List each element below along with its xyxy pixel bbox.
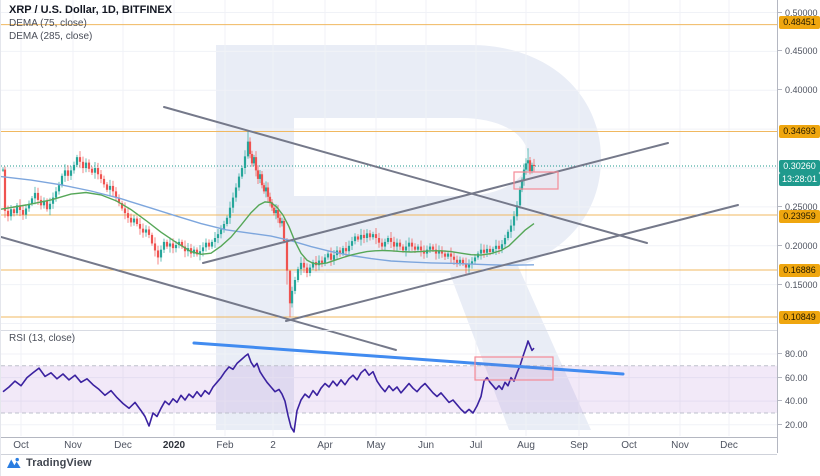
price-scale[interactable]: 0.50000 0.45000 0.40000 0.25000 0.20000 0.150… bbox=[777, 0, 820, 453]
trendline-drawing[interactable] bbox=[163, 106, 648, 244]
indicator-legend-dema285[interactable]: DEMA (285, close) bbox=[9, 31, 93, 42]
dema285-line[interactable] bbox=[1, 175, 535, 266]
dema75-line[interactable] bbox=[1, 191, 535, 265]
scale-label: 0.50000 bbox=[778, 8, 820, 18]
chart-legend: XRP / U.S. Dollar, 1D, BITFINEX DEMA (75… bbox=[9, 3, 172, 43]
scale-label: 40.00 bbox=[778, 396, 820, 406]
time-label: Dec bbox=[114, 440, 132, 451]
rsi-trendline-drawing[interactable] bbox=[192, 341, 625, 376]
watermark-letter bbox=[216, 45, 601, 430]
time-label: 2020 bbox=[162, 440, 186, 451]
time-label: Oct bbox=[621, 440, 637, 451]
time-label: Aug bbox=[517, 440, 535, 451]
price-level-badge: 0.34693 bbox=[779, 124, 820, 138]
rsi-line[interactable] bbox=[2, 340, 535, 433]
price-level-badge: 0.48451 bbox=[779, 15, 820, 29]
time-label: Oct bbox=[13, 440, 29, 451]
rsi-band bbox=[1, 365, 777, 414]
scale-label: 0.25000 bbox=[778, 202, 820, 212]
indicator-legend-rsi[interactable]: RSI (13, close) bbox=[9, 333, 76, 344]
tradingview-brand-text: TradingView bbox=[26, 457, 92, 469]
trendline-drawing[interactable] bbox=[285, 204, 739, 322]
time-label: Dec bbox=[720, 440, 738, 451]
scale-label: 60.00 bbox=[778, 373, 820, 383]
symbol-title[interactable]: XRP / U.S. Dollar, 1D, BITFINEX bbox=[9, 4, 173, 16]
time-label: Nov bbox=[64, 440, 82, 451]
scale-label: 0.40000 bbox=[778, 85, 820, 95]
scale-label: 0.15000 bbox=[778, 280, 820, 290]
price-level-badge: 0.23959 bbox=[779, 209, 820, 223]
candlestick-series[interactable] bbox=[1, 131, 536, 318]
time-label: Jul bbox=[469, 440, 483, 451]
tradingview-attribution[interactable]: TradingView bbox=[6, 457, 92, 469]
time-label: Nov bbox=[671, 440, 689, 451]
time-label: Sep bbox=[570, 440, 588, 451]
scale-label: 80.00 bbox=[778, 349, 820, 359]
highlight-rectangle-drawing[interactable] bbox=[513, 171, 559, 190]
scale-label: 0.45000 bbox=[778, 46, 820, 56]
current-price-badge: 0.30260 bbox=[779, 159, 820, 173]
countdown-badge: 13:28:01 bbox=[779, 172, 820, 186]
price-level-badge: 0.16886 bbox=[779, 263, 820, 277]
pane-separator[interactable] bbox=[1, 330, 820, 331]
price-level-lines[interactable] bbox=[1, 24, 777, 318]
indicator-legend-dema75[interactable]: DEMA (75, close) bbox=[9, 18, 87, 29]
scale-label: 0.20000 bbox=[778, 241, 820, 251]
time-label: Apr bbox=[317, 440, 333, 451]
time-label: Jun bbox=[417, 440, 435, 451]
scale-label: 20.00 bbox=[778, 420, 820, 430]
price-level-badge: 0.10849 bbox=[779, 310, 820, 324]
tradingview-logo-icon bbox=[7, 457, 21, 468]
time-label: 2 bbox=[270, 440, 276, 451]
chart-canvas[interactable] bbox=[1, 0, 777, 453]
trendline-drawing[interactable] bbox=[1, 236, 397, 351]
time-label: May bbox=[366, 440, 386, 451]
time-label: Feb bbox=[216, 440, 234, 451]
trendline-drawing[interactable] bbox=[202, 142, 669, 264]
time-scale[interactable]: Oct Nov Dec 2020 Feb 2 Apr May Jun Jul Aug Sep Oct No… bbox=[1, 437, 777, 455]
highlight-rectangle-drawing[interactable] bbox=[474, 356, 554, 381]
